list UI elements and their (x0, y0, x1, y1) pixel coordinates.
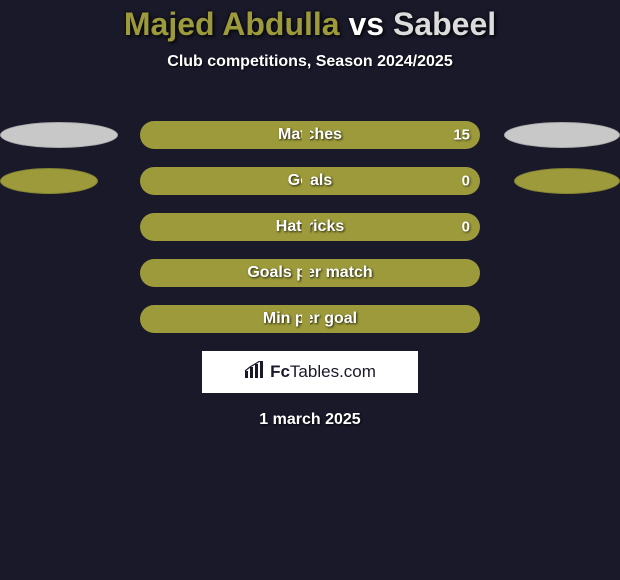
date-stamp: 1 march 2025 (0, 411, 620, 429)
right-ellipse (504, 122, 620, 148)
stat-label: Goals (288, 172, 332, 190)
comparison-infographic: Majed Abdulla vs Sabeel Club competition… (0, 0, 620, 580)
brand-text-tables: Tables (290, 362, 339, 382)
stat-row: Hattricks 0 (0, 213, 620, 241)
right-value: 15 (453, 127, 470, 144)
stat-row: Goals per match (0, 259, 620, 287)
stat-row: Goals 0 (0, 167, 620, 195)
stat-rows: Matches 15 Goals 0 Hattricks 0 Goals per match… (0, 121, 620, 333)
left-ellipse (0, 168, 98, 194)
bar-chart-icon (244, 361, 266, 384)
vs-word: vs (348, 6, 384, 42)
right-value: 0 (462, 173, 470, 190)
right-bar: Goals per match (140, 259, 480, 287)
stat-label: Min per goal (263, 310, 357, 328)
page-title: Majed Abdulla vs Sabeel (0, 0, 620, 43)
right-bar: Min per goal (140, 305, 480, 333)
stat-label: Hattricks (276, 218, 344, 236)
brand-badge: FcTables.com (202, 351, 418, 393)
right-bar: Hattricks 0 (140, 213, 480, 241)
brand-text-fc: Fc (270, 362, 290, 382)
subtitle: Club competitions, Season 2024/2025 (0, 53, 620, 71)
left-bar (302, 213, 310, 241)
player-a-name: Majed Abdulla (124, 6, 340, 42)
right-bar: Matches 15 (140, 121, 480, 149)
left-ellipse (0, 122, 118, 148)
right-value: 0 (462, 219, 470, 236)
left-bar (302, 167, 310, 195)
left-bar (302, 305, 310, 333)
stat-row: Min per goal (0, 305, 620, 333)
player-b-name: Sabeel (393, 6, 496, 42)
brand-text-com: .com (339, 362, 376, 382)
stat-row: Matches 15 (0, 121, 620, 149)
left-bar (302, 259, 310, 287)
stat-label: Goals per match (247, 264, 372, 282)
stat-label: Matches (278, 126, 342, 144)
left-bar (302, 121, 310, 149)
right-ellipse (514, 168, 620, 194)
right-bar: Goals 0 (140, 167, 480, 195)
